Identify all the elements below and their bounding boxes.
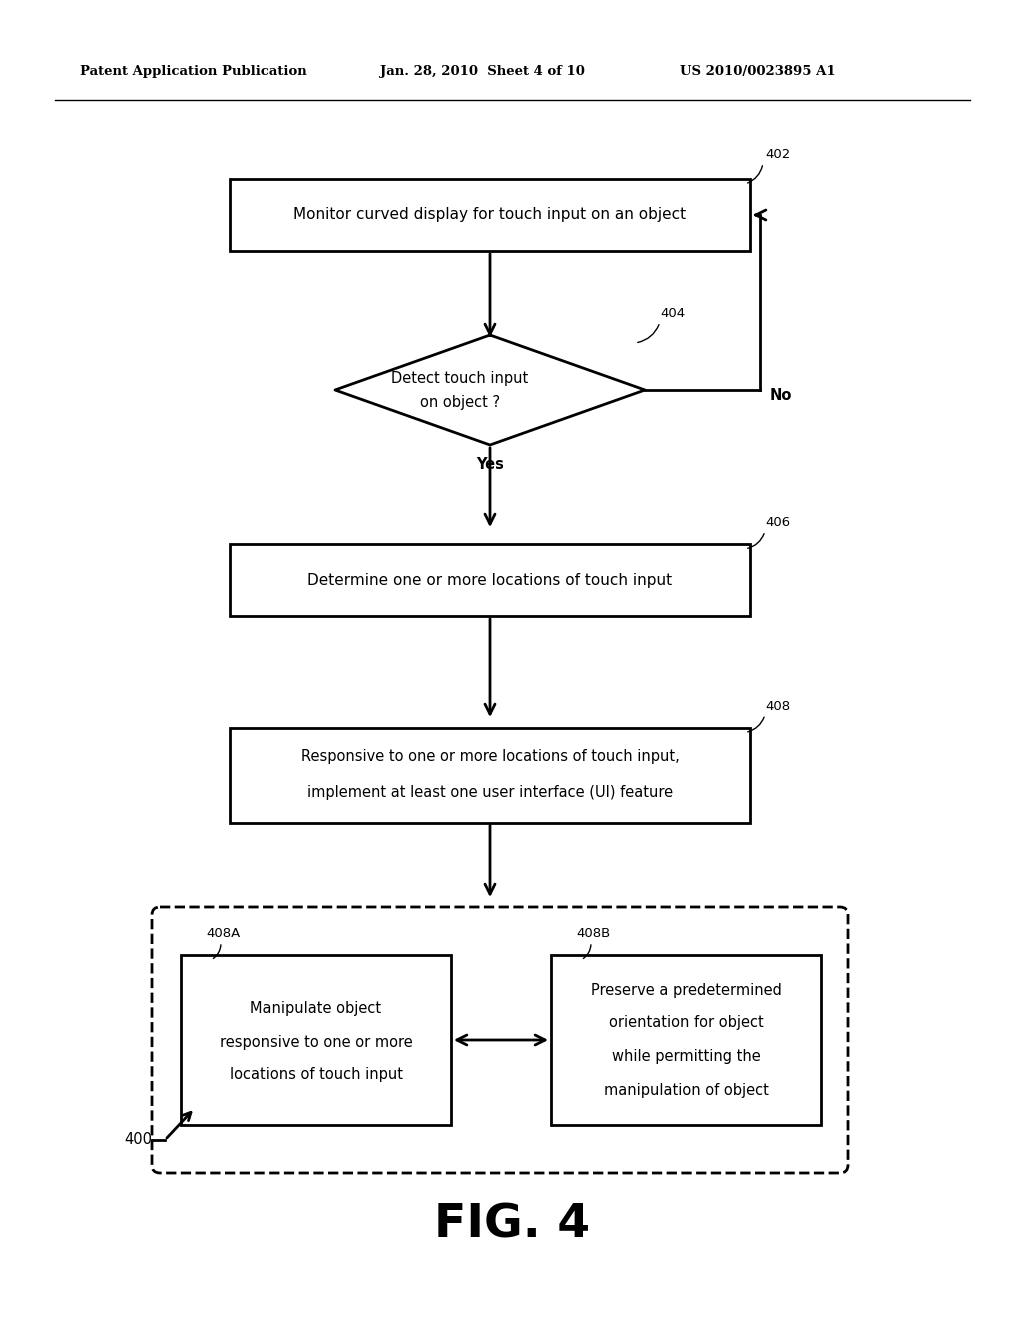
FancyBboxPatch shape	[152, 907, 848, 1173]
Text: 408B: 408B	[575, 927, 610, 940]
Text: 408A: 408A	[206, 927, 241, 940]
Text: locations of touch input: locations of touch input	[229, 1068, 402, 1082]
Text: US 2010/0023895 A1: US 2010/0023895 A1	[680, 66, 836, 78]
Text: Manipulate object: Manipulate object	[251, 1001, 382, 1015]
Text: Jan. 28, 2010  Sheet 4 of 10: Jan. 28, 2010 Sheet 4 of 10	[380, 66, 585, 78]
Bar	[551, 954, 821, 1125]
Bar	[230, 180, 750, 251]
Text: implement at least one user interface (UI) feature: implement at least one user interface (U…	[307, 785, 673, 800]
Text: Responsive to one or more locations of touch input,: Responsive to one or more locations of t…	[301, 750, 679, 764]
Text: 404: 404	[660, 308, 685, 319]
Text: responsive to one or more: responsive to one or more	[219, 1035, 413, 1049]
Text: Yes: Yes	[476, 457, 504, 473]
Text: Determine one or more locations of touch input: Determine one or more locations of touch…	[307, 573, 673, 587]
Text: FIG. 4: FIG. 4	[434, 1203, 590, 1247]
Text: Patent Application Publication: Patent Application Publication	[80, 66, 307, 78]
Text: 402: 402	[765, 148, 791, 161]
Polygon shape	[335, 335, 645, 445]
Text: Detect touch input: Detect touch input	[391, 371, 528, 385]
Text: manipulation of object: manipulation of object	[603, 1082, 768, 1097]
Text: No: No	[770, 388, 793, 403]
Bar	[230, 544, 750, 616]
Text: Preserve a predetermined: Preserve a predetermined	[591, 982, 781, 998]
Text: 408: 408	[765, 700, 791, 713]
Text: while permitting the: while permitting the	[611, 1049, 761, 1064]
Text: Monitor curved display for touch input on an object: Monitor curved display for touch input o…	[294, 207, 686, 223]
Bar	[230, 727, 750, 822]
Text: 400: 400	[124, 1133, 152, 1147]
Text: on object ?: on object ?	[420, 395, 500, 409]
Text: orientation for object: orientation for object	[608, 1015, 763, 1031]
Text: 406: 406	[765, 516, 791, 529]
Bar	[181, 954, 451, 1125]
